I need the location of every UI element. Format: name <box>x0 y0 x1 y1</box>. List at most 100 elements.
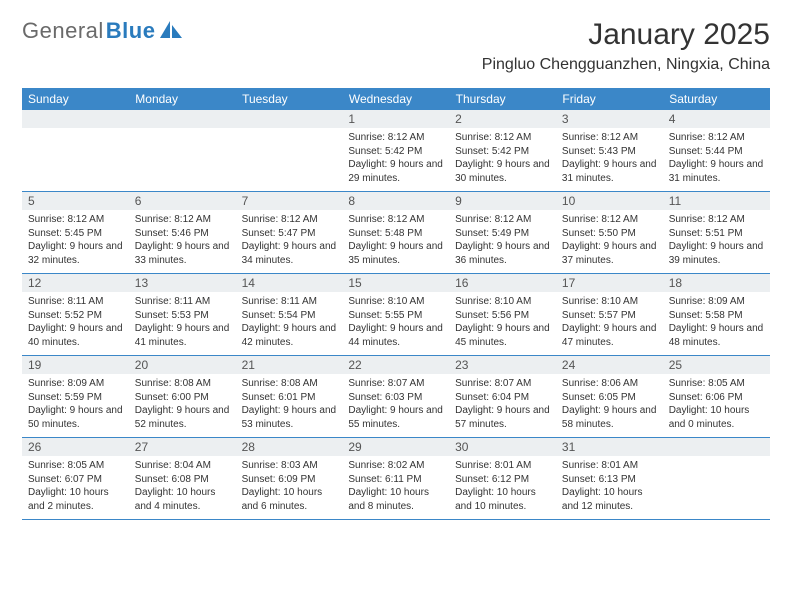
logo-sail-icon <box>160 21 184 39</box>
day-number: 11 <box>663 192 770 210</box>
day-number: 9 <box>449 192 556 210</box>
calendar-day-cell: 6Sunrise: 8:12 AMSunset: 5:46 PMDaylight… <box>129 192 236 274</box>
day-number: 22 <box>342 356 449 374</box>
day-number <box>236 110 343 128</box>
day-detail: Sunrise: 8:10 AMSunset: 5:56 PMDaylight:… <box>449 292 556 355</box>
day-detail: Sunrise: 8:01 AMSunset: 6:13 PMDaylight:… <box>556 456 663 519</box>
calendar-week-row: 26Sunrise: 8:05 AMSunset: 6:07 PMDayligh… <box>22 438 770 520</box>
day-detail: Sunrise: 8:08 AMSunset: 6:00 PMDaylight:… <box>129 374 236 437</box>
day-detail: Sunrise: 8:11 AMSunset: 5:52 PMDaylight:… <box>22 292 129 355</box>
day-number <box>22 110 129 128</box>
day-detail: Sunrise: 8:05 AMSunset: 6:06 PMDaylight:… <box>663 374 770 437</box>
day-detail: Sunrise: 8:12 AMSunset: 5:44 PMDaylight:… <box>663 128 770 191</box>
day-number: 8 <box>342 192 449 210</box>
title-block: January 2025 Pingluo Chengguanzhen, Ning… <box>482 18 770 74</box>
day-detail: Sunrise: 8:04 AMSunset: 6:08 PMDaylight:… <box>129 456 236 519</box>
calendar-week-row: 19Sunrise: 8:09 AMSunset: 5:59 PMDayligh… <box>22 356 770 438</box>
day-detail: Sunrise: 8:01 AMSunset: 6:12 PMDaylight:… <box>449 456 556 519</box>
day-number: 14 <box>236 274 343 292</box>
day-detail: Sunrise: 8:09 AMSunset: 5:58 PMDaylight:… <box>663 292 770 355</box>
logo: GeneralBlue <box>22 18 184 44</box>
day-number: 2 <box>449 110 556 128</box>
calendar-body: 1Sunrise: 8:12 AMSunset: 5:42 PMDaylight… <box>22 110 770 520</box>
calendar-day-cell <box>22 110 129 192</box>
calendar-day-cell: 8Sunrise: 8:12 AMSunset: 5:48 PMDaylight… <box>342 192 449 274</box>
weekday-header: Tuesday <box>236 88 343 110</box>
day-detail: Sunrise: 8:12 AMSunset: 5:42 PMDaylight:… <box>342 128 449 191</box>
day-detail: Sunrise: 8:10 AMSunset: 5:57 PMDaylight:… <box>556 292 663 355</box>
weekday-header: Friday <box>556 88 663 110</box>
calendar-day-cell: 17Sunrise: 8:10 AMSunset: 5:57 PMDayligh… <box>556 274 663 356</box>
calendar-day-cell: 29Sunrise: 8:02 AMSunset: 6:11 PMDayligh… <box>342 438 449 520</box>
day-number: 15 <box>342 274 449 292</box>
day-detail: Sunrise: 8:03 AMSunset: 6:09 PMDaylight:… <box>236 456 343 519</box>
day-number: 23 <box>449 356 556 374</box>
day-detail: Sunrise: 8:09 AMSunset: 5:59 PMDaylight:… <box>22 374 129 437</box>
day-detail: Sunrise: 8:02 AMSunset: 6:11 PMDaylight:… <box>342 456 449 519</box>
calendar-day-cell: 21Sunrise: 8:08 AMSunset: 6:01 PMDayligh… <box>236 356 343 438</box>
day-detail: Sunrise: 8:11 AMSunset: 5:53 PMDaylight:… <box>129 292 236 355</box>
day-detail <box>22 128 129 186</box>
calendar-day-cell: 28Sunrise: 8:03 AMSunset: 6:09 PMDayligh… <box>236 438 343 520</box>
calendar-week-row: 12Sunrise: 8:11 AMSunset: 5:52 PMDayligh… <box>22 274 770 356</box>
day-detail: Sunrise: 8:10 AMSunset: 5:55 PMDaylight:… <box>342 292 449 355</box>
day-detail: Sunrise: 8:12 AMSunset: 5:50 PMDaylight:… <box>556 210 663 273</box>
calendar-day-cell: 4Sunrise: 8:12 AMSunset: 5:44 PMDaylight… <box>663 110 770 192</box>
calendar-day-cell: 24Sunrise: 8:06 AMSunset: 6:05 PMDayligh… <box>556 356 663 438</box>
weekday-header: Saturday <box>663 88 770 110</box>
day-detail: Sunrise: 8:12 AMSunset: 5:43 PMDaylight:… <box>556 128 663 191</box>
day-detail: Sunrise: 8:12 AMSunset: 5:45 PMDaylight:… <box>22 210 129 273</box>
day-number: 26 <box>22 438 129 456</box>
logo-text-2: Blue <box>106 18 156 44</box>
calendar-day-cell: 20Sunrise: 8:08 AMSunset: 6:00 PMDayligh… <box>129 356 236 438</box>
day-number: 24 <box>556 356 663 374</box>
day-detail <box>236 128 343 186</box>
day-number: 3 <box>556 110 663 128</box>
day-detail: Sunrise: 8:06 AMSunset: 6:05 PMDaylight:… <box>556 374 663 437</box>
day-number: 7 <box>236 192 343 210</box>
day-number: 1 <box>342 110 449 128</box>
calendar-day-cell: 23Sunrise: 8:07 AMSunset: 6:04 PMDayligh… <box>449 356 556 438</box>
day-detail: Sunrise: 8:12 AMSunset: 5:48 PMDaylight:… <box>342 210 449 273</box>
calendar-day-cell: 22Sunrise: 8:07 AMSunset: 6:03 PMDayligh… <box>342 356 449 438</box>
day-number: 16 <box>449 274 556 292</box>
day-number <box>129 110 236 128</box>
day-number: 28 <box>236 438 343 456</box>
weekday-header: Sunday <box>22 88 129 110</box>
day-detail: Sunrise: 8:08 AMSunset: 6:01 PMDaylight:… <box>236 374 343 437</box>
day-detail: Sunrise: 8:07 AMSunset: 6:04 PMDaylight:… <box>449 374 556 437</box>
calendar-day-cell: 9Sunrise: 8:12 AMSunset: 5:49 PMDaylight… <box>449 192 556 274</box>
day-detail: Sunrise: 8:07 AMSunset: 6:03 PMDaylight:… <box>342 374 449 437</box>
day-number: 17 <box>556 274 663 292</box>
day-number <box>663 438 770 456</box>
day-detail: Sunrise: 8:05 AMSunset: 6:07 PMDaylight:… <box>22 456 129 519</box>
calendar-day-cell: 26Sunrise: 8:05 AMSunset: 6:07 PMDayligh… <box>22 438 129 520</box>
calendar-day-cell: 19Sunrise: 8:09 AMSunset: 5:59 PMDayligh… <box>22 356 129 438</box>
calendar-day-cell: 11Sunrise: 8:12 AMSunset: 5:51 PMDayligh… <box>663 192 770 274</box>
day-number: 4 <box>663 110 770 128</box>
day-number: 6 <box>129 192 236 210</box>
calendar-day-cell: 15Sunrise: 8:10 AMSunset: 5:55 PMDayligh… <box>342 274 449 356</box>
day-detail: Sunrise: 8:12 AMSunset: 5:51 PMDaylight:… <box>663 210 770 273</box>
day-number: 30 <box>449 438 556 456</box>
day-number: 20 <box>129 356 236 374</box>
location: Pingluo Chengguanzhen, Ningxia, China <box>482 56 770 74</box>
day-detail: Sunrise: 8:11 AMSunset: 5:54 PMDaylight:… <box>236 292 343 355</box>
day-number: 5 <box>22 192 129 210</box>
calendar-day-cell: 18Sunrise: 8:09 AMSunset: 5:58 PMDayligh… <box>663 274 770 356</box>
calendar-day-cell: 1Sunrise: 8:12 AMSunset: 5:42 PMDaylight… <box>342 110 449 192</box>
calendar-day-cell: 7Sunrise: 8:12 AMSunset: 5:47 PMDaylight… <box>236 192 343 274</box>
day-number: 21 <box>236 356 343 374</box>
day-number: 31 <box>556 438 663 456</box>
day-detail: Sunrise: 8:12 AMSunset: 5:47 PMDaylight:… <box>236 210 343 273</box>
calendar-day-cell: 16Sunrise: 8:10 AMSunset: 5:56 PMDayligh… <box>449 274 556 356</box>
calendar-week-row: 1Sunrise: 8:12 AMSunset: 5:42 PMDaylight… <box>22 110 770 192</box>
day-detail <box>663 456 770 514</box>
calendar-day-cell: 31Sunrise: 8:01 AMSunset: 6:13 PMDayligh… <box>556 438 663 520</box>
calendar-day-cell: 14Sunrise: 8:11 AMSunset: 5:54 PMDayligh… <box>236 274 343 356</box>
day-number: 19 <box>22 356 129 374</box>
day-number: 12 <box>22 274 129 292</box>
day-number: 13 <box>129 274 236 292</box>
calendar-week-row: 5Sunrise: 8:12 AMSunset: 5:45 PMDaylight… <box>22 192 770 274</box>
calendar-table: SundayMondayTuesdayWednesdayThursdayFrid… <box>22 88 770 520</box>
